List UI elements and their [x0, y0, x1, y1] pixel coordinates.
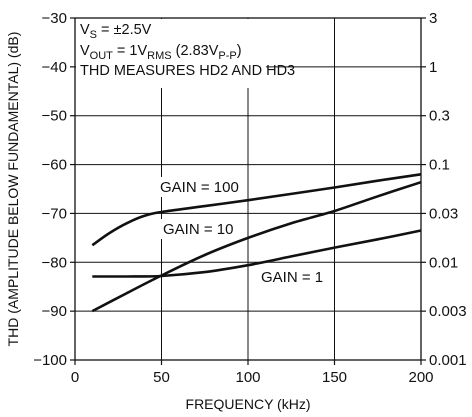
- series-labels: GAIN = 100 GAIN = 10 GAIN = 1: [157, 177, 327, 287]
- y2-tick-label: 0.003: [429, 303, 467, 320]
- y-axis-title: THD (AMPLITUDE BELOW FUNDAMENTAL) (dB): [5, 32, 21, 347]
- x-tick-label: 50: [153, 369, 170, 386]
- y2-tick-label: 3: [429, 10, 437, 27]
- gain-10-label-bg: [160, 219, 237, 239]
- gain-100-label-bg: [157, 177, 242, 197]
- gain-1-curve: [92, 229, 422, 278]
- tick-labels: 0 50 100 150 200 −30 3 −40 1 −50 0.3 −60 0.1 −70 0.03 −…: [33, 10, 466, 386]
- y2-tick-label: 0.01: [429, 254, 458, 271]
- x-tick-label: 100: [235, 369, 260, 386]
- y-tick-label: −100: [33, 352, 67, 369]
- y2-tick-label: 0.3: [429, 108, 450, 125]
- y-tick-label: −50: [42, 108, 67, 125]
- y2-tick-label: 0.1: [429, 157, 450, 174]
- x-axis-title: FREQUENCY (kHz): [186, 396, 311, 412]
- note-vout: VOUT = 1VRMS (2.83VP-P): [80, 43, 242, 62]
- gain-10-label: GAIN = 10: [163, 221, 233, 238]
- note-vs: VS = ±2.5V: [80, 22, 152, 41]
- y-tick-label: −40: [42, 59, 67, 76]
- gain-1-label-bg: [258, 267, 327, 287]
- y2-tick-label: 0.03: [429, 205, 458, 222]
- x-tick-label: 200: [408, 369, 433, 386]
- y2-tick-label: 0.001: [429, 352, 467, 369]
- note-thd: THD MEASURES HD2 AND HD3: [80, 63, 295, 79]
- axis-ticks: [70, 17, 426, 365]
- series-curves: [91, 173, 422, 313]
- y-tick-label: −60: [42, 157, 67, 174]
- y2-tick-label: 1: [429, 59, 437, 76]
- y-tick-label: −90: [42, 303, 67, 320]
- gain-100-label: GAIN = 100: [160, 179, 239, 196]
- x-tick-label: 150: [322, 369, 347, 386]
- gain-10-curve: [91, 180, 422, 313]
- gain-100-curve: [91, 173, 422, 247]
- y-tick-label: −70: [42, 205, 67, 222]
- gain-1-label: GAIN = 1: [261, 269, 323, 286]
- x-tick-label: 0: [71, 369, 79, 386]
- y-tick-label: −80: [42, 254, 67, 271]
- notes-box: [76, 19, 266, 88]
- y-tick-label: −30: [42, 10, 67, 27]
